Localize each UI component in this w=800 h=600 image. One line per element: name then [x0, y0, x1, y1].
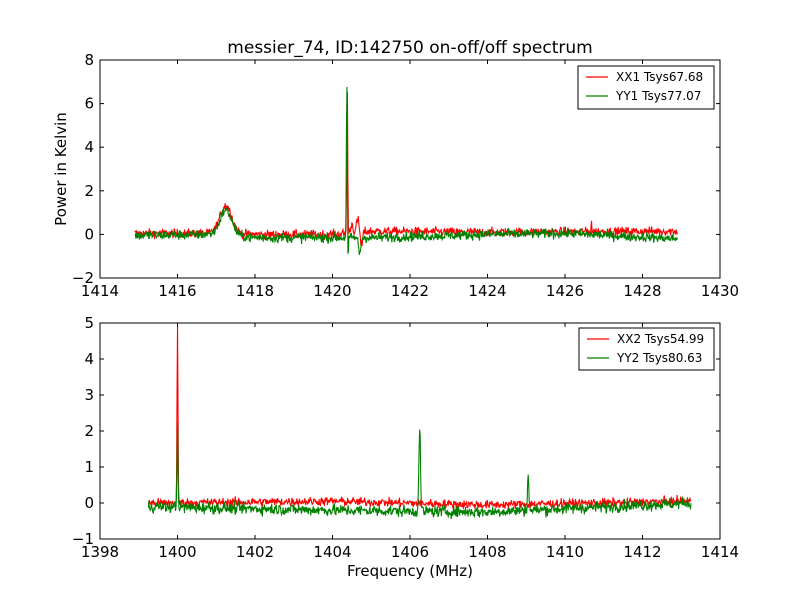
x-tick-label: 1428 — [623, 282, 661, 300]
x-tick-label: 1400 — [158, 543, 196, 561]
legend-label-yy1: YY1 Tsys77.07 — [615, 89, 701, 103]
series-line-xx2 — [147, 324, 692, 511]
top-legend-box — [577, 65, 715, 110]
top-ticks: 1414 1416 1418 1420 1422 1424 1426 1428 1430 −2 0 2… — [72, 51, 739, 300]
top-legend: XX1 Tsys67.68 YY1 Tsys77.07 — [577, 65, 715, 110]
y-tick-label: 8 — [84, 51, 94, 69]
y-tick-label: 0 — [84, 225, 94, 243]
x-tick-label: 1424 — [468, 282, 506, 300]
y-tick-label: −2 — [72, 269, 94, 287]
x-tick-label: 1410 — [546, 543, 584, 561]
top-spectrum-panel: 1414 1416 1418 1420 1422 1424 1426 1428 1430 −2 0 2… — [52, 51, 739, 300]
legend-label-xx2: XX2 Tsys54.99 — [617, 332, 704, 346]
x-tick-label: 1404 — [313, 543, 351, 561]
x-tick-label: 1412 — [623, 543, 661, 561]
x-tick-label: 1414 — [81, 282, 119, 300]
top-y-axis-label: Power in Kelvin — [52, 112, 70, 226]
bottom-spectrum-panel: 1398 1400 1402 1404 1406 1408 1410 1412 1414 −1 0 1… — [72, 314, 739, 580]
bottom-x-axis-label: Frequency (MHz) — [347, 562, 473, 580]
x-tick-label: 1430 — [701, 282, 739, 300]
figure-title: messier_74, ID:142750 on-off/off spectru… — [227, 38, 592, 58]
x-tick-label: 1418 — [236, 282, 274, 300]
y-tick-label: −1 — [72, 530, 94, 548]
series-line-yy2 — [147, 422, 692, 520]
top-series-layer — [134, 86, 678, 255]
x-tick-label: 1414 — [701, 543, 739, 561]
x-tick-label: 1408 — [468, 543, 506, 561]
series-line-yy1 — [134, 86, 678, 255]
x-tick-label: 1416 — [158, 282, 196, 300]
x-tick-label: 1420 — [313, 282, 351, 300]
y-tick-label: 4 — [84, 138, 94, 156]
bottom-ticks: 1398 1400 1402 1404 1406 1408 1410 1412 1414 −1 0 1… — [72, 314, 739, 561]
x-tick-label: 1406 — [391, 543, 429, 561]
y-tick-label: 4 — [84, 350, 94, 368]
y-tick-label: 1 — [84, 458, 94, 476]
bottom-legend: XX2 Tsys54.99 YY2 Tsys80.63 — [578, 327, 715, 371]
legend-label-yy2: YY2 Tsys80.63 — [616, 351, 702, 365]
bottom-series-layer — [147, 324, 692, 520]
y-tick-label: 6 — [84, 95, 94, 113]
y-tick-label: 0 — [84, 494, 94, 512]
y-tick-label: 3 — [84, 386, 94, 404]
y-tick-label: 5 — [84, 314, 94, 332]
bottom-legend-box — [578, 327, 715, 371]
x-tick-label: 1398 — [81, 543, 119, 561]
x-tick-label: 1422 — [391, 282, 429, 300]
x-tick-label: 1426 — [546, 282, 584, 300]
legend-label-xx1: XX1 Tsys67.68 — [616, 70, 703, 84]
x-tick-label: 1402 — [236, 543, 274, 561]
y-tick-label: 2 — [84, 182, 94, 200]
y-tick-label: 2 — [84, 422, 94, 440]
